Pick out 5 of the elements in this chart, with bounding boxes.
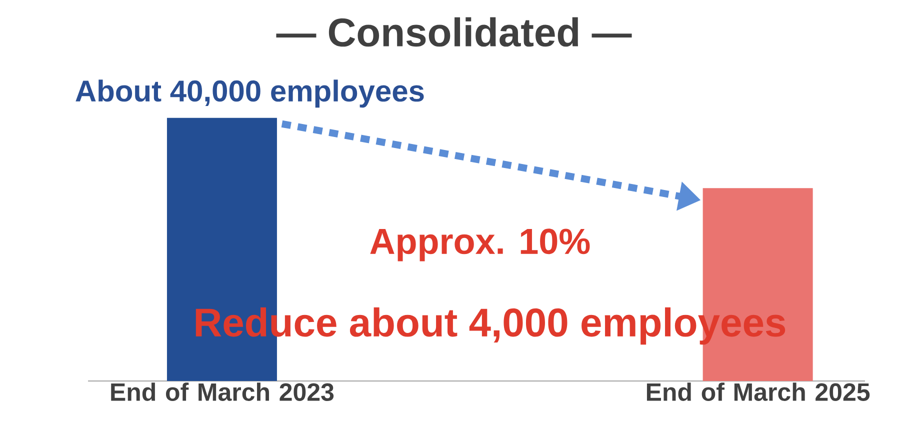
x-tick-label: End of March 2023 <box>111 382 334 401</box>
annotation: Approx. 10% <box>370 228 590 262</box>
chart-title: — Consolidated — <box>276 17 632 47</box>
text: About 40,000 employees <box>76 80 424 108</box>
x-tick-label: End of March 2025 <box>646 382 870 401</box>
